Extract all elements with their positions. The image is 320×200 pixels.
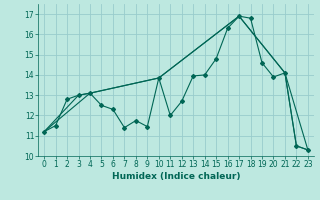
X-axis label: Humidex (Indice chaleur): Humidex (Indice chaleur) — [112, 172, 240, 181]
